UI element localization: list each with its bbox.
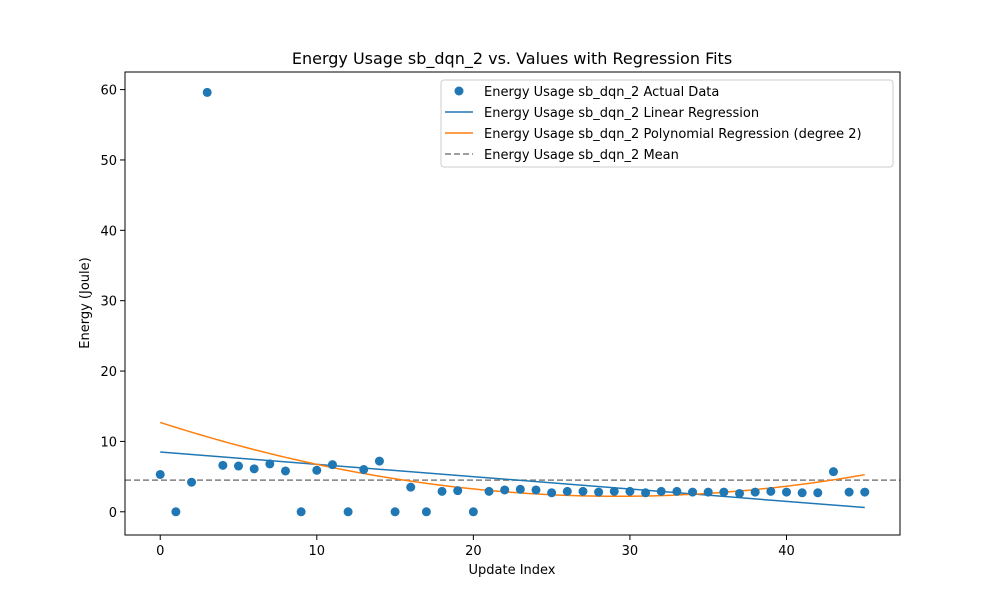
x-tick-label: 0 (156, 544, 164, 559)
data-point (359, 465, 369, 475)
legend-marker (454, 86, 464, 96)
y-tick-label: 60 (100, 84, 117, 99)
data-point (265, 459, 275, 469)
legend-label: Energy Usage sb_dqn_2 Polynomial Regress… (484, 127, 862, 142)
y-axis-label: Energy (Joule) (78, 257, 93, 348)
linear-regression-line (160, 451, 865, 509)
data-point (735, 488, 745, 498)
legend-entry: Energy Usage sb_dqn_2 Polynomial Regress… (445, 127, 862, 142)
y-tick-label: 20 (100, 365, 117, 380)
y-tick-label: 50 (100, 154, 117, 169)
data-point (797, 488, 807, 498)
data-point (312, 465, 322, 475)
plot-frame (124, 71, 901, 536)
legend-box (440, 79, 894, 168)
y-tick-label: 10 (100, 435, 117, 450)
data-point (218, 460, 228, 470)
data-point (406, 482, 416, 492)
data-point (750, 487, 760, 497)
data-point (468, 507, 478, 517)
legend: Energy Usage sb_dqn_2 Actual Data Energy … (440, 79, 894, 168)
x-tick-label: 20 (465, 544, 482, 559)
data-point (453, 486, 463, 496)
y-tick-label: 40 (100, 224, 117, 239)
data-point (374, 456, 384, 466)
data-point (280, 466, 290, 476)
chart-title: Energy Usage sb_dqn_2 vs. Values with Re… (292, 49, 732, 69)
data-point (781, 487, 791, 497)
data-point (531, 485, 541, 495)
data-point (202, 87, 212, 97)
data-point (766, 486, 776, 496)
data-point (860, 487, 870, 497)
data-point (828, 467, 838, 477)
data-point (421, 507, 431, 517)
y-tick-label: 30 (100, 295, 117, 310)
data-point (296, 507, 306, 517)
y-axis: 0 10 20 30 40 50 60 (100, 84, 125, 521)
legend-label: Energy Usage sb_dqn_2 Linear Regression (484, 106, 759, 121)
plot-area (125, 87, 900, 517)
data-point (625, 486, 635, 496)
data-point (249, 464, 259, 474)
data-point (688, 487, 698, 497)
y-tick-label: 0 (109, 506, 117, 521)
legend-entry: Energy Usage sb_dqn_2 Actual Data (454, 85, 719, 100)
data-point (656, 486, 666, 496)
data-point (672, 486, 682, 496)
legend-entry: Energy Usage sb_dqn_2 Linear Regression (445, 106, 759, 121)
data-point (234, 461, 244, 471)
x-axis: 0 10 20 30 40 (156, 535, 795, 559)
x-axis-label: Update Index (468, 563, 555, 578)
data-point (609, 486, 619, 496)
data-point (155, 469, 165, 479)
data-point (515, 484, 525, 494)
x-tick-label: 10 (309, 544, 326, 559)
data-point (562, 486, 572, 496)
data-point (844, 487, 854, 497)
data-point (171, 507, 181, 517)
data-point (500, 485, 510, 495)
legend-entry: Energy Usage sb_dqn_2 Mean (445, 148, 679, 163)
data-point (390, 507, 400, 517)
data-point (327, 460, 337, 470)
legend-label: Energy Usage sb_dqn_2 Mean (484, 148, 679, 163)
data-point (594, 487, 604, 497)
data-point (719, 487, 729, 497)
data-point (813, 488, 823, 498)
x-tick-label: 40 (778, 544, 795, 559)
polynomial-regression-line (160, 421, 865, 498)
data-point (187, 477, 197, 487)
x-tick-label: 30 (622, 544, 639, 559)
data-point (437, 486, 447, 496)
data-point (547, 488, 557, 498)
data-point (484, 486, 494, 496)
data-point (343, 507, 353, 517)
data-point (641, 488, 651, 498)
data-point (703, 487, 713, 497)
data-point (578, 486, 588, 496)
legend-label: Energy Usage sb_dqn_2 Actual Data (484, 85, 719, 100)
